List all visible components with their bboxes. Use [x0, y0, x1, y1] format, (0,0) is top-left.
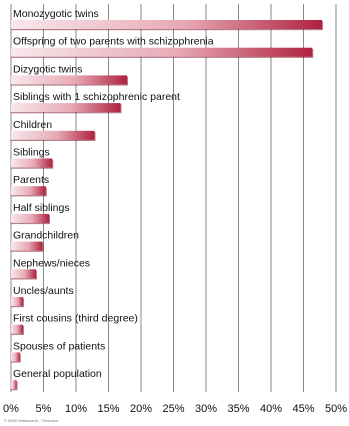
x-tick-label: 25% [162, 403, 184, 415]
x-tick-label: 40% [260, 403, 282, 415]
bar [11, 297, 23, 306]
x-tick-label: 45% [292, 403, 314, 415]
x-tick-label: 15% [97, 403, 119, 415]
bars [11, 20, 323, 391]
category-label: Dizygotic twins [13, 63, 82, 75]
x-tick-label: 5% [36, 403, 52, 415]
category-label: Spouses of patients [13, 340, 105, 352]
bar [11, 380, 17, 390]
category-label: General population [13, 368, 102, 380]
category-label: First cousins (third degree) [13, 313, 138, 325]
category-label: Monozygotic twins [13, 8, 99, 20]
bar [11, 241, 43, 251]
x-tick-label: 35% [227, 403, 249, 415]
bar [11, 213, 49, 223]
bar [11, 130, 95, 140]
bar [11, 47, 313, 57]
bar [11, 103, 121, 113]
bar [11, 324, 23, 334]
x-tick-label: 20% [130, 403, 152, 415]
category-label: Siblings with 1 schizophrenic parent [13, 91, 180, 103]
bar [11, 269, 36, 279]
category-label: Offspring of two parents with schizophre… [13, 36, 214, 48]
category-label: Half siblings [13, 202, 70, 214]
bar [11, 158, 53, 168]
category-label: Uncles/aunts [13, 285, 74, 297]
category-label: Children [13, 119, 52, 131]
x-axis-ticks: 0% 5% 10% 15% 20% 25% 30% 35% 40% 45% 50% [3, 403, 347, 415]
category-label: Siblings [13, 147, 50, 159]
bar [11, 352, 20, 362]
bar [11, 75, 127, 85]
x-tick-label: 0% [3, 403, 19, 415]
category-label: Grandchildren [13, 230, 79, 242]
category-label: Nephews/nieces [13, 257, 90, 269]
copyright-text: © 2006 Wadsworth - Thomson [4, 418, 59, 423]
bar [11, 20, 322, 29]
x-tick-label: 30% [195, 403, 217, 415]
category-label: Parents [13, 174, 49, 186]
x-tick-label: 50% [325, 403, 347, 415]
grid-lines [10, 4, 337, 392]
category-labels: Monozygotic twins Offspring of two parent… [13, 8, 214, 380]
bar [11, 186, 46, 196]
x-tick-label: 10% [65, 403, 87, 415]
